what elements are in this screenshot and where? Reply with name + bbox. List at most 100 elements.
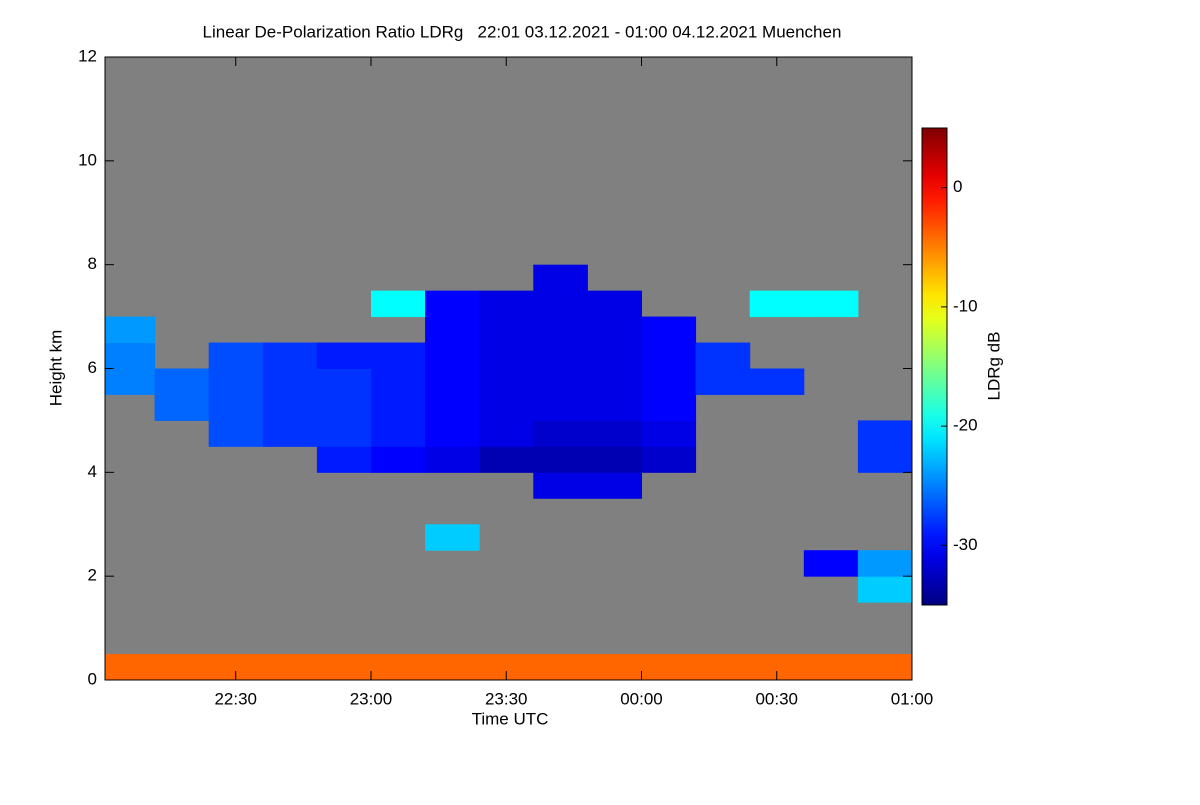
- heatmap-cell: [749, 368, 805, 395]
- x-tick-label: 23:00: [350, 689, 393, 708]
- heatmap-cell: [208, 394, 264, 421]
- colorbar-label: LDRg dB: [984, 332, 1003, 401]
- heatmap-cell: [587, 394, 642, 421]
- heatmap-cell: [641, 420, 697, 447]
- heatmap-cell: [262, 368, 318, 395]
- heatmap-cell: [425, 342, 480, 369]
- heatmap-cell: [370, 342, 426, 369]
- y-tick-label: 4: [88, 462, 97, 481]
- x-tick-label: 00:00: [620, 689, 663, 708]
- heatmap-cell: [425, 420, 480, 447]
- heatmap-cell: [587, 290, 642, 318]
- heatmap-cell: [316, 654, 372, 680]
- heatmap-cell: [154, 654, 210, 680]
- heatmap-cell: [587, 342, 642, 369]
- y-tick-label: 12: [78, 46, 97, 65]
- heatmap-cell: [695, 342, 751, 369]
- y-tick-label: 0: [88, 669, 97, 688]
- heatmap-cell: [641, 654, 697, 680]
- heatmap-cell: [479, 368, 534, 395]
- heatmap-cell: [262, 394, 318, 421]
- heatmap-cell: [803, 654, 859, 680]
- heatmap-cell: [857, 446, 912, 473]
- heatmap-cell: [208, 368, 264, 395]
- y-tick-label: 8: [88, 254, 97, 273]
- heatmap-cell: [208, 342, 264, 369]
- heatmap-cell: [533, 290, 588, 318]
- cells: [105, 264, 912, 680]
- heatmap-cell: [479, 290, 534, 318]
- colorbar-tick-label: -20: [953, 416, 978, 435]
- y-tick-label: 2: [88, 566, 97, 585]
- x-tick-label: 23:30: [485, 689, 528, 708]
- heatmap-cell: [262, 654, 318, 680]
- heatmap-cell: [641, 446, 697, 473]
- heatmap-cell: [533, 446, 588, 473]
- heatmap-cell: [425, 446, 480, 473]
- heatmap-cell: [425, 394, 480, 421]
- heatmap-cell: [316, 420, 372, 447]
- heatmap-cell: [695, 368, 751, 395]
- heatmap-cell: [749, 290, 805, 318]
- colorbar: [921, 127, 948, 606]
- heatmap-cell: [857, 654, 912, 680]
- heatmap-cell: [533, 316, 588, 344]
- heatmap-cell: [587, 316, 642, 344]
- heatmap-cell: [370, 290, 426, 318]
- x-tick-label: 22:30: [214, 689, 257, 708]
- heatmap-cell: [425, 316, 480, 344]
- x-axis-label: Time UTC: [472, 709, 549, 728]
- colorbar-tick-label: 0: [953, 177, 962, 196]
- heatmap-cell: [370, 446, 426, 473]
- heatmap-cell: [641, 316, 697, 344]
- heatmap-cell: [857, 420, 912, 447]
- x-tick-label: 00:30: [755, 689, 798, 708]
- x-tick-label: 01:00: [891, 689, 934, 708]
- heatmap-cell: [533, 420, 588, 447]
- heatmap-cell: [262, 420, 318, 447]
- heatmap-cell: [695, 654, 751, 680]
- chart-title: Linear De-Polarization Ratio LDRg 22:01 …: [203, 22, 842, 41]
- heatmap-cell: [533, 472, 588, 499]
- heatmap-cell: [370, 654, 426, 680]
- heatmap-cell: [587, 446, 642, 473]
- heatmap-cell: [479, 342, 534, 369]
- heatmap-cell: [587, 420, 642, 447]
- heatmap-cell: [641, 394, 697, 421]
- heatmap-cell: [154, 368, 210, 395]
- heatmap-cell: [479, 316, 534, 344]
- heatmap-cell: [533, 654, 588, 680]
- y-tick-label: 6: [88, 358, 97, 377]
- heatmap-cell: [803, 290, 859, 318]
- heatmap-cell: [803, 550, 859, 577]
- heatmap-cell: [587, 654, 642, 680]
- colorbar-tick-label: -30: [953, 535, 978, 554]
- heatmap-cell: [105, 316, 156, 344]
- heatmap-cell: [370, 394, 426, 421]
- heatmap-cell: [105, 342, 156, 369]
- heatmap-cell: [208, 420, 264, 447]
- heatmap-cell: [316, 394, 372, 421]
- heatmap-cell: [533, 264, 588, 292]
- heatmap-cell: [533, 368, 588, 395]
- heatmap-cell: [425, 290, 480, 318]
- heatmap-cell: [479, 420, 534, 447]
- heatmap-cell: [587, 472, 642, 499]
- heatmap-cell: [479, 394, 534, 421]
- heatmap-cell: [262, 342, 318, 369]
- heatmap-cell: [105, 368, 156, 395]
- heatmap-cell: [479, 446, 534, 473]
- heatmap-cell: [370, 420, 426, 447]
- heatmap-cell: [425, 524, 480, 551]
- y-tick-label: 10: [78, 150, 97, 169]
- heatmap-cell: [641, 342, 697, 369]
- heatmap-cell: [105, 654, 156, 680]
- colorbar-tick-label: -10: [953, 296, 978, 315]
- heatmap-cell: [154, 394, 210, 421]
- heatmap-cell: [857, 576, 912, 603]
- heatmap-cell: [857, 550, 912, 577]
- heatmap-cell: [533, 394, 588, 421]
- heatmap-cell: [587, 368, 642, 395]
- heatmap-cell: [425, 654, 480, 680]
